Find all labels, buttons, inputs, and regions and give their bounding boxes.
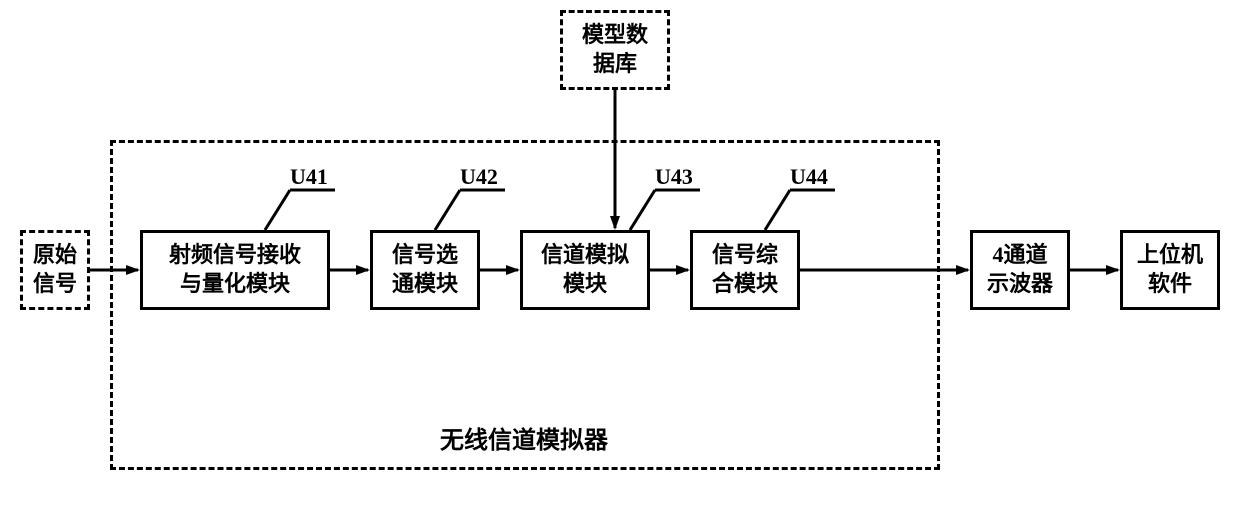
node-oscilloscope: 4通道示波器	[970, 230, 1070, 310]
node-u43: 信道模拟模块	[520, 230, 650, 310]
node-u44: 信号综合模块	[690, 230, 800, 310]
node-label: 信道模拟模块	[541, 241, 629, 298]
node-label: 原始信号	[33, 241, 77, 298]
node-original-signal: 原始信号	[20, 230, 90, 310]
node-host-software: 上位机软件	[1120, 230, 1220, 310]
node-label: 信号选通模块	[392, 241, 458, 298]
tag-u42: U42	[460, 164, 498, 190]
node-u41: 射频信号接收与量化模块	[140, 230, 330, 310]
node-model-db: 模型数据库	[560, 10, 670, 90]
tag-u44: U44	[790, 164, 828, 190]
container-label: 无线信道模拟器	[440, 420, 608, 455]
tag-u43: U43	[655, 164, 693, 190]
node-label: 信号综合模块	[712, 241, 778, 298]
node-u42: 信号选通模块	[370, 230, 480, 310]
node-label: 上位机软件	[1137, 241, 1203, 298]
node-label: 模型数据库	[582, 21, 648, 78]
node-label: 4通道示波器	[987, 241, 1053, 298]
tag-u41: U41	[290, 164, 328, 190]
node-label: 射频信号接收与量化模块	[169, 241, 301, 298]
